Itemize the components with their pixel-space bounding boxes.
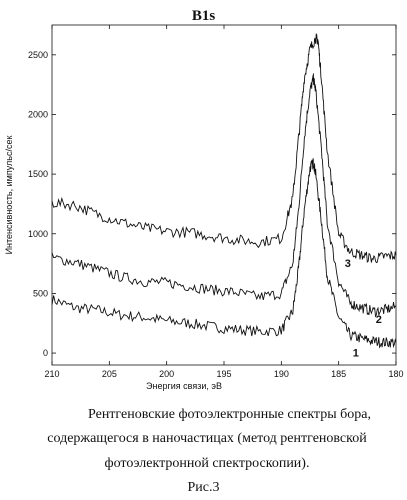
- series-label-3: 3: [345, 258, 351, 270]
- series-label-2: 2: [376, 314, 382, 326]
- x-tick-label: 200: [159, 369, 174, 379]
- x-tick-label: 180: [388, 369, 403, 379]
- plot-frame: [52, 25, 396, 365]
- plot-axes: 210 205 200 195 190 185 180 0 500 1000 1500 2000 250…: [28, 25, 404, 379]
- caption-line-2: содержащегося в наночастицах (метод рент…: [12, 431, 402, 447]
- series-line-1: [52, 158, 396, 347]
- caption-line-3: фотоэлектронной спектроскопии).: [12, 456, 402, 472]
- y-tick-label: 2500: [28, 50, 48, 60]
- y-axis-label: Интенсивность, импульс/сек: [4, 136, 14, 255]
- x-axis-label: Энергия связи, эВ: [146, 381, 222, 391]
- series-label-1: 1: [353, 348, 359, 360]
- x-tick-label: 195: [216, 369, 231, 379]
- y-tick-label: 2000: [28, 109, 48, 119]
- y-tick-label: 1500: [28, 169, 48, 179]
- caption-line-1: Рентгеновские фотоэлектронные спектры бо…: [88, 407, 398, 423]
- xps-spectra-plot: 210 205 200 195 190 185 180 0 500 1000 1500 2000 250…: [0, 0, 407, 400]
- x-tick-label: 185: [331, 369, 346, 379]
- y-tick-label: 0: [43, 348, 48, 358]
- x-tick-label: 190: [274, 369, 289, 379]
- figure-label: Рис.3: [0, 480, 407, 496]
- plot-series: [52, 34, 396, 348]
- y-tick-label: 1000: [28, 229, 48, 239]
- series-line-3: [52, 34, 396, 263]
- y-tick-label: 500: [33, 288, 48, 298]
- series-line-2: [52, 73, 396, 316]
- x-tick-label: 210: [44, 369, 59, 379]
- x-tick-label: 205: [102, 369, 117, 379]
